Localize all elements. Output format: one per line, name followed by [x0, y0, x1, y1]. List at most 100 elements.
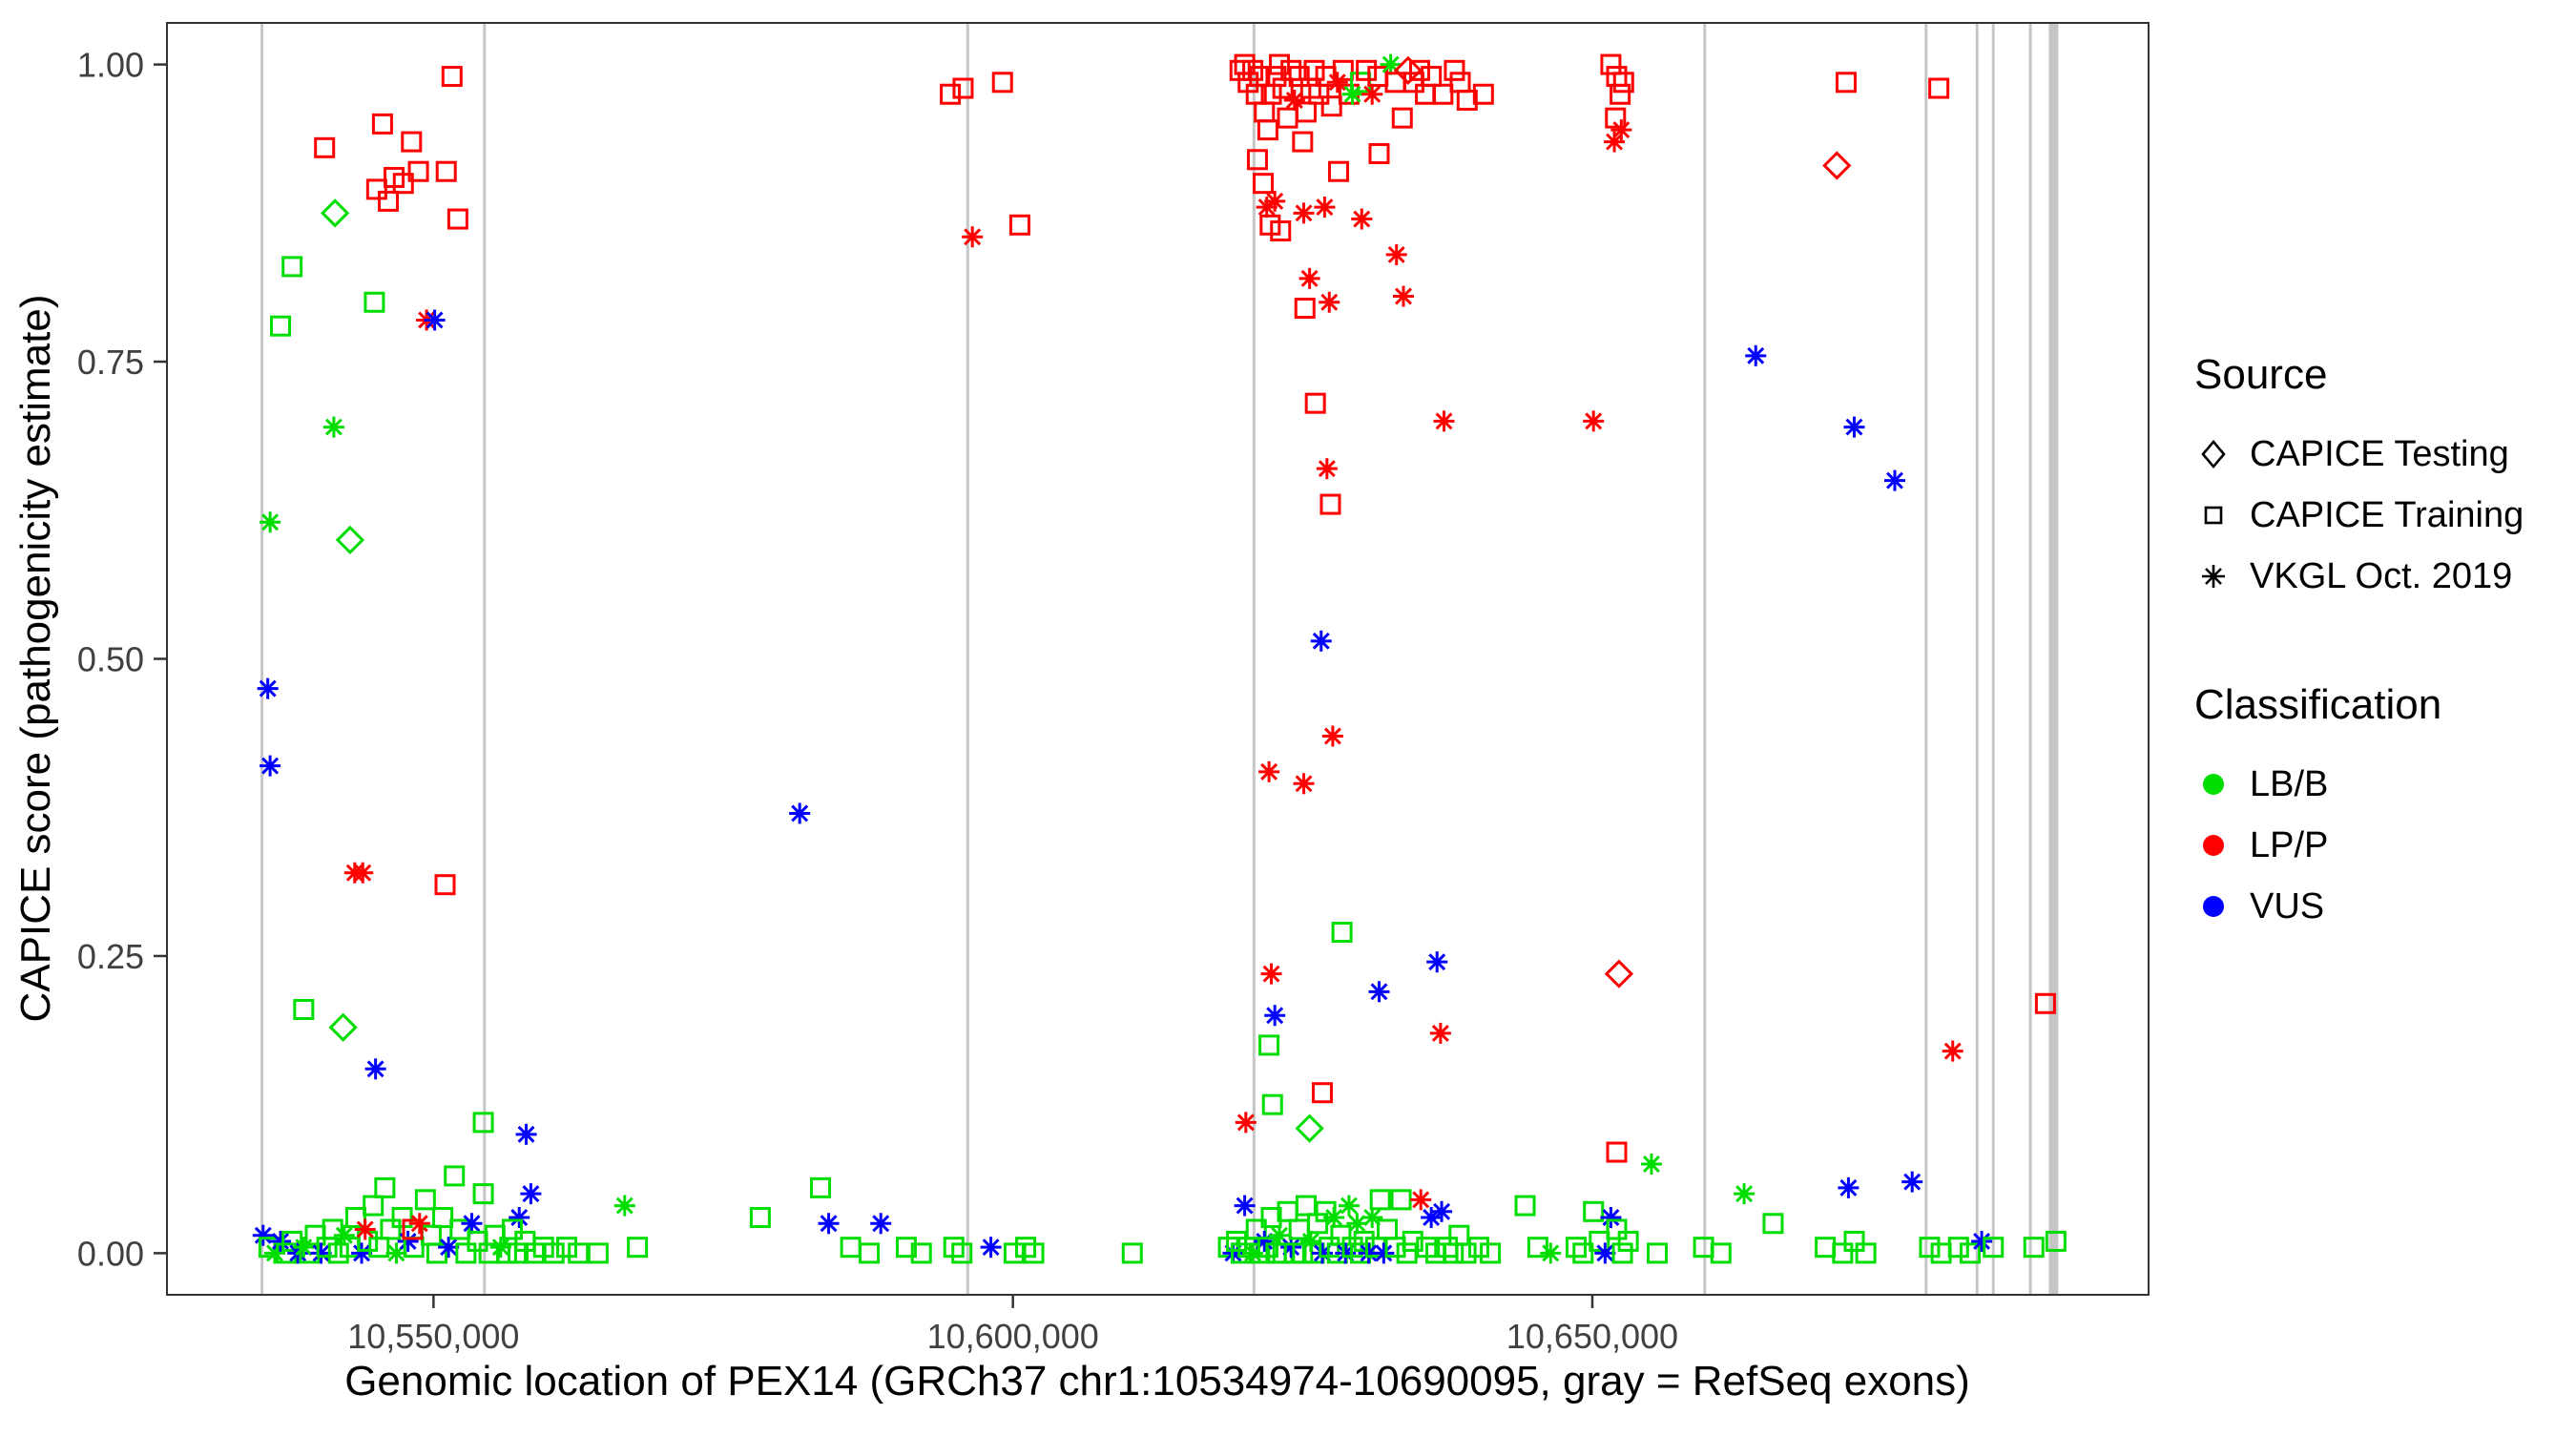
data-point: [1392, 285, 1414, 307]
data-point: [1234, 1195, 1256, 1217]
data-point: [1121, 1242, 1143, 1264]
data-point: [1390, 1189, 1412, 1211]
data-point: [1843, 416, 1865, 438]
x-tick-label: 10,600,000: [927, 1317, 1099, 1356]
data-point: [1815, 1237, 1837, 1259]
data-point: [1351, 208, 1373, 230]
data-point: [407, 160, 429, 182]
data-point: [1467, 1237, 1489, 1259]
data-point: [1295, 101, 1317, 123]
data-point: [426, 1242, 448, 1264]
data-point: [1393, 55, 1423, 85]
data-point: [322, 1218, 343, 1240]
data-point: [1246, 149, 1268, 171]
data-point: [1294, 297, 1316, 319]
data-point: [962, 226, 984, 248]
data-point: [364, 1058, 386, 1080]
data-point: [1647, 1242, 1669, 1264]
data-point: [402, 1218, 424, 1240]
data-point: [1843, 1230, 1865, 1252]
data-point: [1583, 1200, 1605, 1222]
data-point: [1832, 1242, 1854, 1264]
data-point: [1292, 131, 1314, 153]
data-point: [1572, 1242, 1594, 1264]
data-point: [991, 72, 1013, 94]
data-point: [1310, 630, 1332, 652]
data-point: [1380, 53, 1402, 75]
data-point: [1455, 1242, 1477, 1264]
data-point: [1594, 1242, 1616, 1264]
data-point: [432, 1207, 454, 1229]
data-point: [1264, 190, 1286, 212]
data-point: [520, 1183, 542, 1205]
data-point: [1293, 202, 1315, 224]
data-point: [293, 1237, 315, 1259]
data-point: [1257, 119, 1278, 141]
data-point: [1373, 1242, 1395, 1264]
y-tick-label: 0.25: [77, 937, 144, 976]
data-point: [363, 1195, 384, 1217]
legend-item-lpp: LP/P: [2194, 815, 2557, 876]
data-point: [252, 1224, 274, 1246]
data-point: [1472, 83, 1494, 105]
x-axis-title: Genomic location of PEX14 (GRCh37 chr1:1…: [344, 1358, 1970, 1405]
data-point: [501, 1218, 523, 1240]
data-point: [1235, 1112, 1257, 1134]
exon-line: [1252, 23, 1256, 1295]
data-point: [613, 1195, 635, 1217]
data-point: [749, 1207, 771, 1229]
data-point: [1346, 1213, 1368, 1235]
data-point: [1391, 107, 1413, 129]
data-point: [1323, 1207, 1345, 1229]
data-point: [1245, 1218, 1267, 1240]
data-point: [1883, 469, 1905, 491]
data-point: [455, 1242, 477, 1264]
y-tick-label: 0.00: [77, 1234, 144, 1273]
data-points: [252, 53, 2067, 1264]
data-point: [1734, 1183, 1755, 1205]
data-point: [1293, 773, 1315, 795]
data-point: [1431, 1200, 1453, 1222]
data-point: [1295, 1113, 1324, 1143]
data-point: [1303, 59, 1325, 81]
data-point: [461, 1213, 483, 1235]
data-point: [818, 1213, 840, 1235]
data-point: [1260, 1207, 1282, 1229]
legend-item-lbb: LB/B: [2194, 754, 2557, 815]
data-point: [1330, 1224, 1352, 1246]
data-point: [257, 677, 279, 699]
data-point: [1612, 72, 1634, 94]
data-point: [414, 1189, 436, 1211]
data-point: [1443, 1242, 1465, 1264]
data-point: [320, 198, 350, 228]
exon-lines: [260, 23, 2059, 1295]
data-point: [374, 1176, 396, 1198]
data-point: [1432, 83, 1454, 105]
data-point: [1433, 410, 1455, 432]
green-dot-icon: [2194, 765, 2233, 803]
data-point: [1415, 83, 1437, 105]
data-point: [1320, 95, 1342, 117]
data-point: [1332, 59, 1354, 81]
data-point: [441, 66, 463, 88]
x-tick-label: 10,650,000: [1506, 1317, 1678, 1356]
data-point: [1003, 1242, 1025, 1264]
data-point: [951, 1242, 973, 1264]
blue-dot-icon: [2194, 887, 2233, 926]
y-axis-title: CAPICE score (pathogenicity estimate): [12, 295, 59, 1023]
data-point: [1942, 1040, 1963, 1062]
data-point: [1304, 392, 1326, 414]
data-point: [1822, 151, 1852, 180]
data-point: [1319, 493, 1341, 515]
data-point: [392, 173, 414, 195]
exon-line: [966, 23, 969, 1295]
data-point: [859, 1242, 881, 1264]
data-point: [1265, 66, 1287, 88]
x-tick-label: 10,550,000: [347, 1317, 519, 1356]
legend-item-vus: VUS: [2194, 876, 2557, 937]
data-point: [509, 1207, 530, 1229]
data-point: [1277, 107, 1298, 129]
data-point: [335, 525, 365, 555]
x-axis: 10,550,000 10,600,000 10,650,000: [347, 1295, 1678, 1356]
legend-source: Source CAPICE Testing CAPICE Training: [2194, 351, 2557, 607]
